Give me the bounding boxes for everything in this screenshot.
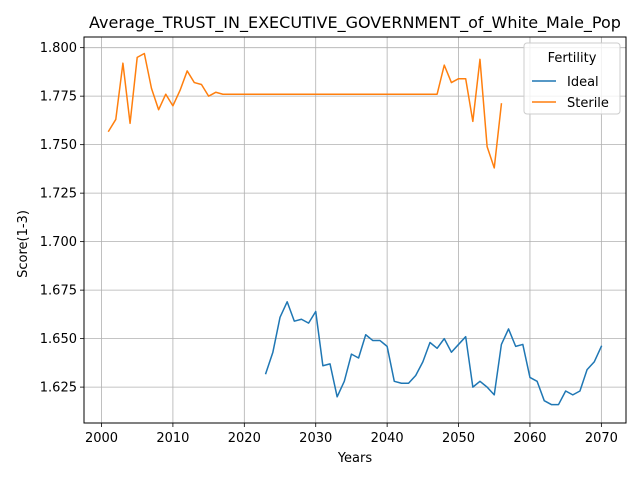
x-tick-label: 2000 <box>85 431 118 446</box>
y-tick-label: 1.750 <box>40 138 77 153</box>
x-tick-label: 2030 <box>299 431 332 446</box>
y-tick-label: 1.775 <box>40 90 77 105</box>
x-tick-label: 2020 <box>228 431 261 446</box>
series-line-sterile <box>109 53 502 167</box>
legend-title: Fertility <box>548 51 597 66</box>
x-tick-label: 2010 <box>156 431 189 446</box>
y-tick-label: 1.725 <box>40 187 77 202</box>
x-tick-label: 2040 <box>371 431 404 446</box>
legend-label-sterile: Sterile <box>567 96 609 111</box>
legend: Fertility Ideal Sterile <box>524 43 620 114</box>
chart-title: Average_TRUST_IN_EXECUTIVE_GOVERNMENT_of… <box>89 13 621 33</box>
y-tick-label: 1.625 <box>40 381 77 396</box>
x-axis-label: Years <box>337 451 373 466</box>
x-tick-label: 2060 <box>513 431 546 446</box>
y-tick-label: 1.800 <box>40 41 77 56</box>
y-tick-label: 1.675 <box>40 284 77 299</box>
y-axis-label: Score(1-3) <box>16 210 31 278</box>
y-tick-label: 1.700 <box>40 235 77 250</box>
legend-label-ideal: Ideal <box>567 75 599 90</box>
y-tick-label: 1.650 <box>40 332 77 347</box>
x-tick-label: 2070 <box>585 431 618 446</box>
x-tick-label: 2050 <box>442 431 475 446</box>
